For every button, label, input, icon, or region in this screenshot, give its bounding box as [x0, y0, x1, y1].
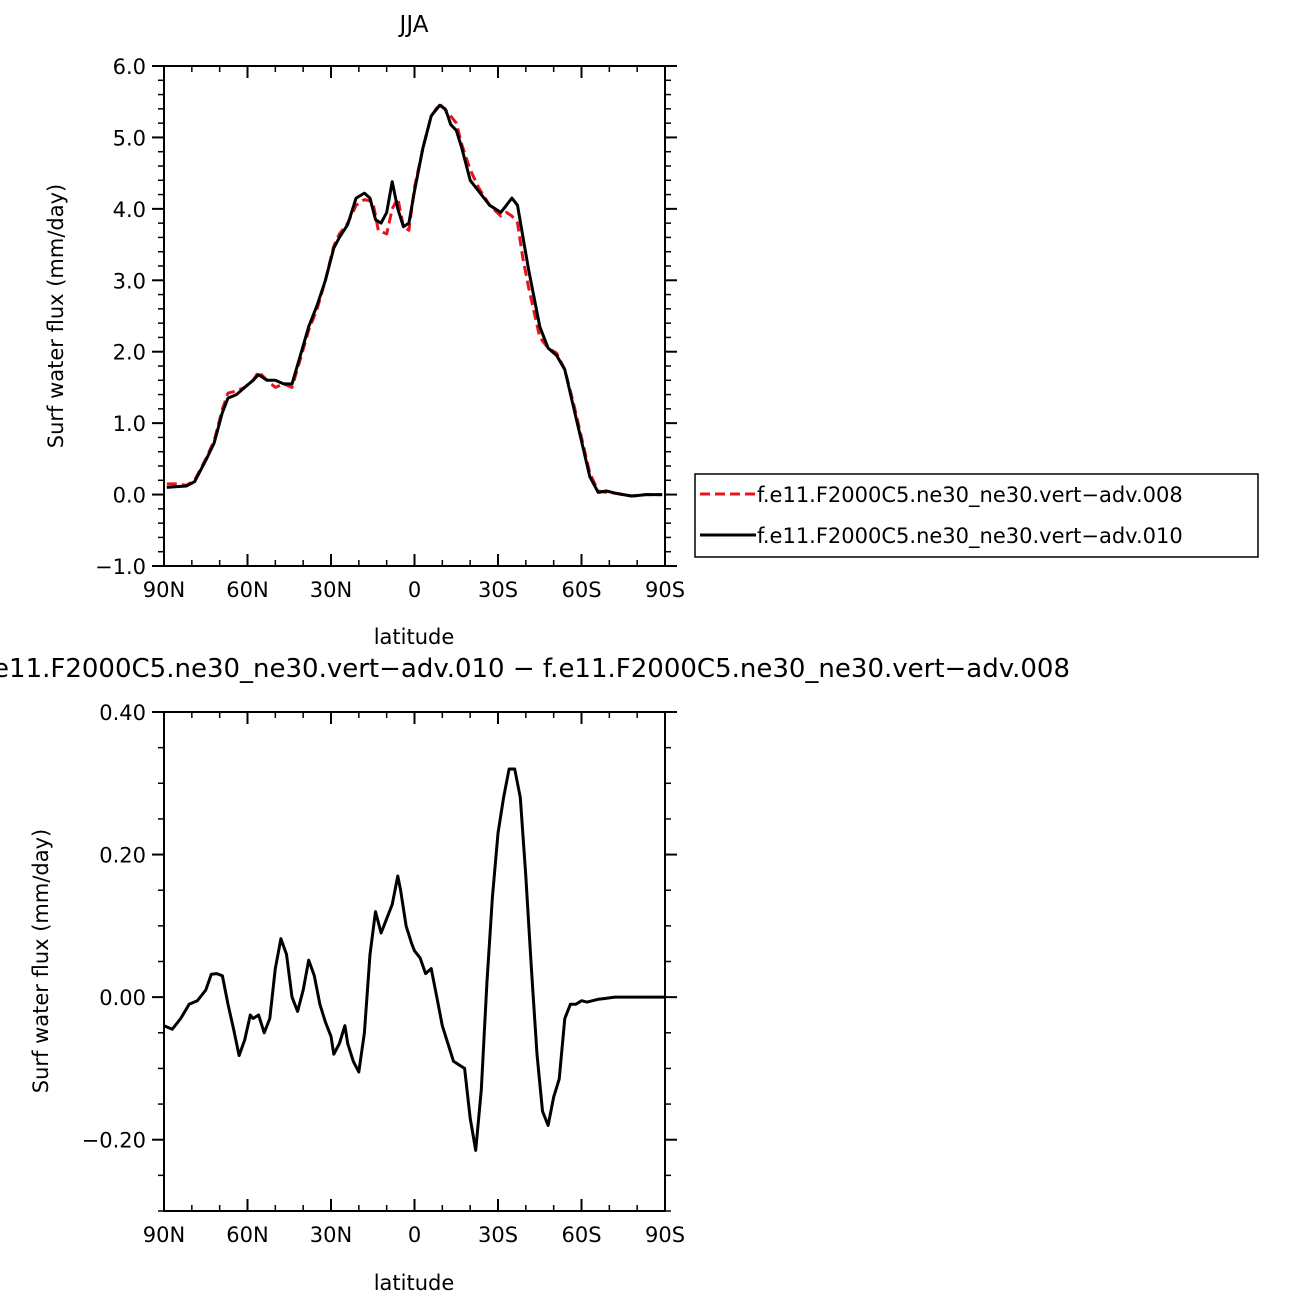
y-tick-label: 6.0: [113, 55, 146, 79]
y-tick-label: 2.0: [113, 341, 146, 365]
legend: f.e11.F2000C5.ne30_ne30.vert−adv.008 f.e…: [694, 473, 1259, 558]
panel-top-lines: [166, 102, 663, 498]
legend-label-008: f.e11.F2000C5.ne30_ne30.vert−adv.008: [757, 483, 1183, 508]
y-tick-label: 0.00: [99, 986, 146, 1010]
y-tick-label: 5.0: [113, 126, 146, 150]
x-tick-label: 60S: [561, 1223, 601, 1247]
y-tick-label: 0.40: [99, 701, 146, 725]
series-line-0: [163, 767, 665, 1152]
y-tick-label: −0.20: [82, 1129, 146, 1153]
series-line-0: [166, 102, 663, 498]
panel-top: JJA 90N 60N 30N 0 30S 60S 90S −1.0 0.0 1.0 2.0 3.0 4…: [44, 12, 685, 649]
panel-bottom-xlabel: latitude: [374, 1271, 455, 1295]
panel-bottom: f.e11.F2000C5.ne30_ne30.vert−adv.010 − f…: [0, 654, 1070, 1295]
series-line-1: [166, 103, 663, 498]
x-tick-label: 60N: [226, 578, 268, 602]
panel-top-title: JJA: [398, 12, 429, 38]
x-tick-label: 30S: [478, 578, 518, 602]
x-tick-label: 90N: [143, 578, 185, 602]
x-tick-label: 90N: [143, 1223, 185, 1247]
panel-bottom-title: f.e11.F2000C5.ne30_ne30.vert−adv.010 − f…: [0, 654, 1070, 684]
panel-top-ticks: 90N 60N 30N 0 30S 60S 90S −1.0 0.0 1.0 2.0 3.0 4.0 5.…: [95, 55, 685, 602]
y-tick-label: 0.0: [113, 484, 146, 508]
y-tick-label: 1.0: [113, 412, 146, 436]
x-tick-label: 60S: [561, 578, 601, 602]
x-tick-label: 30S: [478, 1223, 518, 1247]
panel-top-xlabel: latitude: [374, 625, 455, 649]
panel-bottom-ylabel: Surf water flux (mm/day): [29, 829, 53, 1094]
x-tick-label: 30N: [310, 1223, 352, 1247]
legend-label-010: f.e11.F2000C5.ne30_ne30.vert−adv.010: [757, 524, 1183, 549]
x-tick-label: 30N: [310, 578, 352, 602]
x-tick-label: 0: [408, 578, 421, 602]
x-tick-label: 60N: [226, 1223, 268, 1247]
x-tick-label: 90S: [645, 1223, 685, 1247]
panel-top-frame: [163, 65, 666, 567]
panel-bottom-ticks: 90N 60N 30N 0 30S 60S 90S −0.20 0.00 0.20 0.40: [82, 701, 685, 1247]
panel-bottom-lines: [163, 767, 665, 1152]
panel-top-ylabel: Surf water flux (mm/day): [44, 184, 68, 449]
legend-box: [694, 473, 1259, 558]
x-tick-label: 0: [408, 1223, 421, 1247]
y-tick-label: 4.0: [113, 198, 146, 222]
panel-bottom-frame: [163, 711, 666, 1212]
y-tick-label: 3.0: [113, 269, 146, 293]
x-tick-label: 90S: [645, 578, 685, 602]
y-tick-label: −1.0: [95, 555, 146, 579]
y-tick-label: 0.20: [99, 844, 146, 868]
